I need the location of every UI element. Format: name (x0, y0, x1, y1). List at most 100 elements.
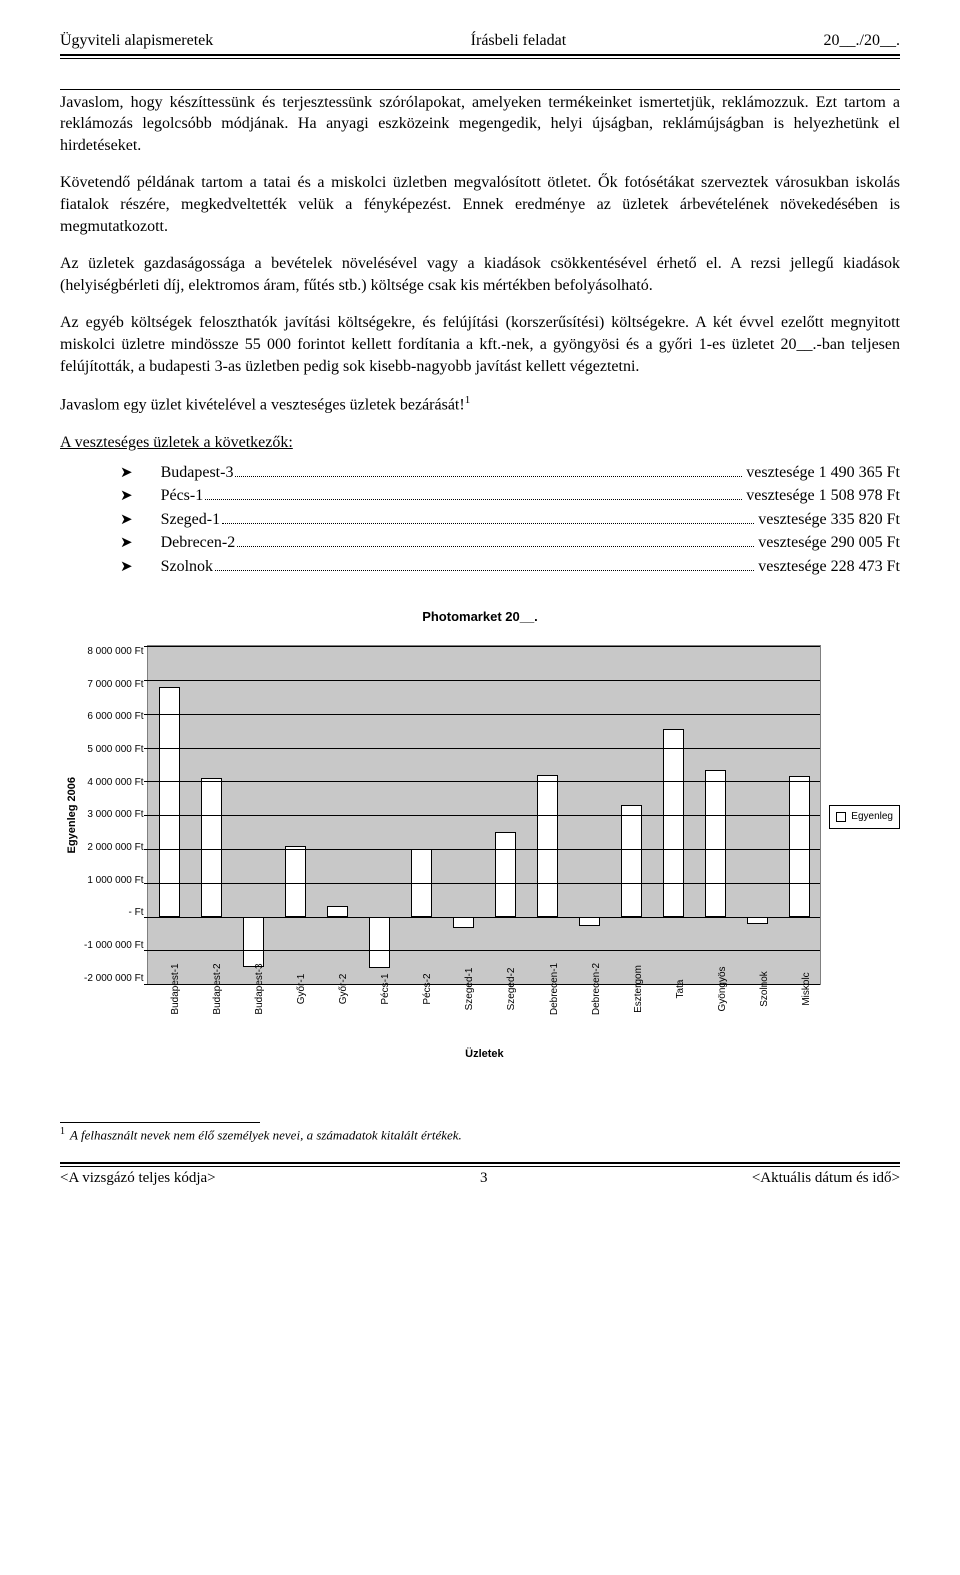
leader-dots (222, 523, 754, 524)
chart-x-tick-label: Pécs-2 (421, 974, 435, 1005)
footer-left: <A vizsgázó teljes kódja> (60, 1168, 216, 1188)
loss-name: Szeged-1 (161, 509, 221, 531)
loss-name: Debrecen-2 (161, 532, 236, 554)
footnote: 1 A felhasznált nevek nem élő személyek … (60, 1125, 900, 1144)
chart-x-tick-label: Budapest-3 (253, 964, 267, 1015)
chart-y-tick-label: 2 000 000 Ft (87, 841, 143, 855)
chart-x-tick-label: Budapest-2 (211, 964, 225, 1015)
chart-bar (537, 775, 558, 917)
chart-bar (789, 776, 810, 916)
bullet-icon: ➤ (120, 533, 133, 553)
chart-y-tick-label: 5 000 000 Ft (87, 743, 143, 757)
bullet-icon: ➤ (120, 557, 133, 577)
bullet-icon: ➤ (120, 510, 133, 530)
chart-bar (621, 805, 642, 917)
paragraph-2: Követendő példának tartom a tatai és a m… (60, 172, 900, 237)
chart-x-tick: Pécs-1 (358, 985, 400, 1043)
loss-item: ➤ Szolnok vesztesége 228 473 Ft (120, 556, 900, 578)
loss-item: ➤Budapest-3vesztesége 1 490 365 Ft (120, 462, 900, 484)
loss-value: vesztesége 1 508 978 Ft (746, 485, 900, 507)
legend-label: Egyenleg (851, 810, 893, 824)
chart-x-tick-label: Esztergom (632, 965, 646, 1013)
footnote-text: A felhasznált nevek nem élő személyek ne… (70, 1127, 462, 1142)
chart-x-tick-label: Szolnok (758, 971, 772, 1007)
chart-x-tick: Budapest-2 (190, 985, 232, 1043)
loss-item: ➤Szeged-1vesztesége 335 820 Ft (120, 509, 900, 531)
loss-value: vesztesége 228 473 Ft (758, 556, 900, 578)
leader-dots (235, 476, 742, 477)
leader-dots (215, 570, 754, 571)
loss-name: Szolnok (161, 556, 213, 578)
chart-legend: Egyenleg (829, 805, 900, 829)
chart-y-label-col: Egyenleg 2006 (60, 645, 84, 985)
page-footer: <A vizsgázó teljes kódja> 3 <Aktuális dá… (60, 1166, 900, 1188)
chart-x-tick-label: Debrecen-2 (590, 963, 604, 1015)
chart-gridline (144, 680, 820, 681)
loss-value: vesztesége 1 490 365 Ft (746, 462, 900, 484)
chart-y-tick-label: -1 000 000 Ft (84, 939, 143, 953)
chart-x-tick: Budapest-3 (232, 985, 274, 1043)
paragraph-1: Javaslom, hogy készíttessünk és terjeszt… (60, 92, 900, 157)
chart-bar (453, 917, 474, 928)
chart-gridline (144, 917, 820, 918)
footer-center: 3 (480, 1168, 488, 1188)
bullet-icon: ➤ (120, 486, 133, 506)
chart-gridline (144, 748, 820, 749)
chart-x-tick: Szeged-1 (442, 985, 484, 1043)
chart-x-ticks: Budapest-1Budapest-2Budapest-3Győr-1Győr… (147, 985, 821, 1043)
chart-x-tick-label: Gyöngyös (716, 967, 730, 1012)
chart-bar (747, 917, 768, 925)
chart-y-tick-label: 1 000 000 Ft (87, 874, 143, 888)
loss-name: Pécs-1 (161, 485, 204, 507)
chart-x-tick: Pécs-2 (400, 985, 442, 1043)
chart-bar (369, 917, 390, 968)
chart-x-tick-label: Szeged-1 (463, 968, 477, 1011)
footnote-ref: 1 (465, 394, 471, 406)
loss-item: ➤ Debrecen-2 vesztesége 290 005 Ft (120, 532, 900, 554)
paragraph-3: Az üzletek gazdaságossága a bevételek nö… (60, 253, 900, 296)
chart-x-tick: Győr-1 (274, 985, 316, 1043)
leader-dots (237, 546, 754, 547)
body-top-rule (60, 89, 900, 90)
footer-right: <Aktuális dátum és idő> (752, 1168, 900, 1188)
loss-item: ➤ Pécs-1 vesztesége 1 508 978 Ft (120, 485, 900, 507)
chart-x-tick-label: Győr-1 (295, 974, 309, 1005)
chart-x-tick: Szeged-2 (484, 985, 526, 1043)
chart-gridline (144, 714, 820, 715)
chart-gridline (144, 646, 820, 647)
loss-value: vesztesége 290 005 Ft (758, 532, 900, 554)
chart-gridline (144, 815, 820, 816)
chart-x-tick-label: Debrecen-1 (548, 963, 562, 1015)
chart-bar (495, 832, 516, 917)
chart-x-tick-label: Győr-2 (337, 974, 351, 1005)
chart-gridline (144, 883, 820, 884)
chart-x-tick: Esztergom (611, 985, 653, 1043)
leader-dots (205, 499, 742, 500)
chart-legend-col: Egyenleg (821, 805, 900, 829)
chart-bar (327, 906, 348, 916)
header-right: 20__./20__. (824, 30, 900, 52)
chart-x-tick-label: Tata (674, 980, 688, 999)
footnote-num: 1 (60, 1126, 65, 1137)
chart-y-tick-label: 3 000 000 Ft (87, 808, 143, 822)
chart-gridline (144, 781, 820, 782)
chart-bar (285, 846, 306, 917)
paragraph-5-text: Javaslom egy üzlet kivételével a vesztes… (60, 396, 465, 413)
chart-x-tick: Szolnok (737, 985, 779, 1043)
header-rule (60, 58, 900, 59)
chart-x-tick: Debrecen-2 (569, 985, 611, 1043)
chart-y-ticks: 8 000 000 Ft7 000 000 Ft6 000 000 Ft5 00… (84, 645, 147, 985)
page-header: Ügyviteli alapismeretek Írásbeli feladat… (60, 30, 900, 56)
chart-bar (663, 729, 684, 917)
chart-x-tick: Miskolc (779, 985, 821, 1043)
loss-list-intro-text: A veszteséges üzletek a következők: (60, 434, 293, 451)
loss-list-intro: A veszteséges üzletek a következők: (60, 432, 900, 454)
legend-swatch (836, 812, 846, 822)
bullet-icon: ➤ (120, 463, 133, 483)
chart-x-tick-label: Miskolc (800, 972, 814, 1005)
chart-x-tick-label: Szeged-2 (505, 968, 519, 1011)
chart-x-label: Üzletek (147, 1047, 821, 1062)
chart-y-tick-label: 8 000 000 Ft (87, 645, 143, 659)
chart-plot-area (147, 645, 821, 985)
chart-x-tick: Budapest-1 (147, 985, 189, 1043)
